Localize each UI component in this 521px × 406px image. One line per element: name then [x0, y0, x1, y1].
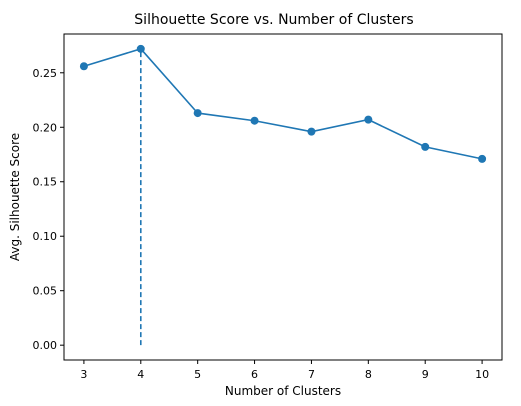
x-tick-label: 4	[137, 368, 144, 381]
y-tick-label: 0.00	[33, 339, 58, 352]
x-tick-label: 6	[251, 368, 258, 381]
chart-title: Silhouette Score vs. Number of Clusters	[134, 12, 413, 28]
data-point	[193, 109, 202, 118]
x-tick-label: 9	[422, 368, 429, 381]
data-point	[478, 154, 487, 163]
series-line	[83, 47, 483, 160]
data-points	[79, 44, 487, 163]
data-point	[79, 62, 88, 71]
y-axis-label: Avg. Silhouette Score	[8, 133, 22, 261]
y-tick-label: 0.05	[33, 285, 58, 298]
x-tick-label: 7	[308, 368, 315, 381]
data-point	[421, 142, 430, 151]
x-axis-label: Number of Clusters	[225, 384, 341, 398]
x-tick-label: 5	[194, 368, 201, 381]
data-point	[364, 115, 373, 124]
data-point	[250, 116, 259, 125]
x-tick-label: 8	[365, 368, 372, 381]
y-axis: 0.00 0.05 0.10 0.15 0.20 0.25	[33, 67, 64, 352]
y-tick-label: 0.15	[33, 176, 58, 189]
x-tick-label: 3	[80, 368, 87, 381]
data-point	[307, 127, 316, 136]
data-point	[136, 44, 145, 53]
y-tick-label: 0.20	[33, 121, 58, 134]
plot-frame	[63, 33, 503, 361]
y-tick-label: 0.25	[33, 67, 58, 80]
y-tick-label: 0.10	[33, 230, 58, 243]
x-tick-label: 10	[475, 368, 489, 381]
x-axis: 3 4 5 6 7 8 9 10	[80, 360, 489, 381]
